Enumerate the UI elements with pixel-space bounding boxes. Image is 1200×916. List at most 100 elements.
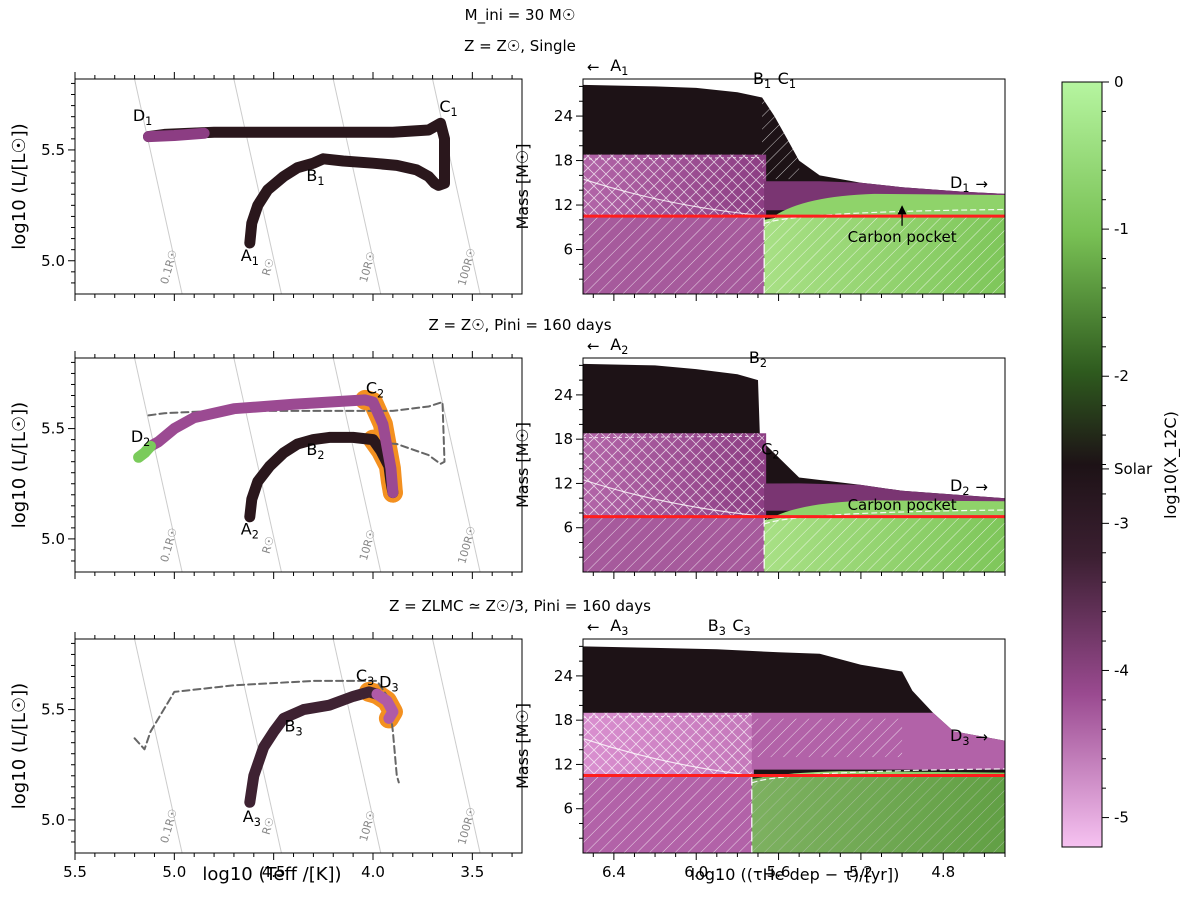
hrd-plot-area: 0.1R☉ R☉ 10R☉ 100R☉ (134, 79, 481, 294)
radius-line (332, 358, 382, 572)
y-tick-label: 6 (563, 519, 573, 537)
track-purple-end (143, 127, 210, 143)
phase-label-C: C3 (732, 616, 750, 638)
phase-label-B: B2 (749, 348, 767, 370)
core-boundary (763, 208, 1005, 225)
y-tick-label: 12 (554, 474, 573, 492)
convective-hatch (583, 433, 765, 517)
phase-label-A: A1 (241, 246, 259, 268)
phase-label-B: B3 (284, 717, 302, 739)
kippenhahn-panel-binary-solar: Carbon pocket 6 12 18 24 Mass [M☉] ← A2 B2 C2 D2 → (513, 335, 1006, 579)
colorbar-gradient (1061, 81, 1103, 848)
kippenhahn-plot-area (583, 646, 1005, 853)
phase-label-C: C2 (761, 440, 779, 462)
y-axis-label: Mass [M☉] (513, 144, 532, 230)
arrow-left-glyph: ← (587, 58, 600, 76)
carbon-pocket (774, 500, 1005, 517)
kippenhahn-plot-area (583, 84, 1005, 294)
core-hatch-late (764, 516, 1005, 572)
arrow-right-glyph: → (975, 728, 988, 746)
core-boundary (763, 509, 1005, 525)
phase-label-A: A3 (610, 616, 628, 638)
radius-label: R☉ (260, 257, 277, 277)
kippenhahn-panel-single: Carbon pocket 6 12 18 24 Mass [M☉] ← A1 B1 C1 D1 → (513, 56, 1006, 301)
core-boundary (751, 768, 1005, 784)
radius-label: 0.1R☉ (158, 526, 180, 563)
core-hatch-early (583, 775, 752, 853)
phase-label-A: A2 (610, 335, 628, 357)
title-binary-solar: Z = Z☉, Pini = 160 days (428, 316, 611, 334)
title-binary-lmc: Z = ZLMC ≃ Z☉/3, Pini = 160 days (389, 597, 651, 615)
hrd-frame (74, 357, 523, 573)
kippenhahn-panel-binary-lmc: 6.4 6.0 5.6 5.2 4.8 6 12 18 24 Mass [M☉] ← A3 B3 C3 D3… (513, 616, 1006, 881)
hrd-frame (74, 638, 523, 854)
y-tick-label: 12 (554, 196, 573, 214)
y-axis-label: log10 (L/[L☉]) (9, 683, 30, 809)
x-tick-label: 5.6 (767, 863, 791, 881)
radius-line (233, 358, 282, 572)
convective-hatch (583, 154, 765, 217)
y-tick-label: 5.0 (41, 811, 65, 829)
phase-label-B: B1 (306, 166, 324, 188)
phase-label-D: D3 (379, 673, 398, 695)
title-single: Z = Z☉, Single (464, 37, 576, 55)
colorbar-label: log10(X_12C) (1161, 411, 1181, 519)
y-axis-label: Mass [M☉] (513, 703, 532, 789)
radius-line (432, 358, 481, 572)
x-tick-label: 4.8 (931, 863, 955, 881)
kippenhahn-frame (582, 78, 1006, 295)
convective-hatch (751, 718, 903, 758)
kippenhahn-frame (582, 357, 1006, 573)
radius-line (332, 79, 382, 294)
colorbar-tick-label: -3 (1114, 514, 1129, 532)
phase-label-B: B3 (708, 616, 726, 638)
hrd-xlabel: log10 (Teff /[K]) (202, 864, 341, 885)
colorbar-tick-label: -2 (1114, 367, 1129, 385)
y-tick-label: 18 (554, 430, 573, 448)
radius-label: R☉ (260, 816, 277, 836)
y-axis-label: log10 (L/[L☉]) (9, 123, 30, 249)
y-tick-label: 24 (554, 107, 573, 125)
radius-line (432, 79, 481, 294)
x-tick-label: 5.0 (162, 863, 186, 881)
hrd-plot-area: 0.1R☉ R☉ 10R☉ 100R☉ (133, 639, 481, 853)
convective-hatch (583, 712, 752, 776)
track-track-purple (371, 688, 399, 724)
x-tick-label: 6.4 (602, 863, 626, 881)
kippenhahn-frame (582, 638, 1006, 854)
y-tick-label: 5.5 (41, 701, 65, 719)
y-tick-label: 24 (554, 386, 573, 404)
radius-label: 0.1R☉ (158, 248, 180, 285)
shell-boundary (583, 435, 760, 439)
hrd-panel-binary-lmc: 0.1R☉ R☉ 10R☉ 100R☉5.5 5.0 4.5 4.0 3.55.05.5log… (9, 632, 523, 881)
colorbar-tick-label: 0 (1114, 73, 1124, 91)
arrow-left-glyph: ← (587, 618, 600, 636)
x-tick-label: 4.0 (361, 863, 385, 881)
colorbar-tick-label: -1 (1114, 220, 1129, 238)
core-shade (751, 775, 1005, 853)
phase-label-D: D3 (950, 726, 969, 748)
radius-label: 0.1R☉ (158, 807, 180, 844)
x-tick-label: 5.2 (849, 863, 873, 881)
convective-boundary (583, 479, 755, 516)
core-hatch-early (583, 516, 765, 572)
track-track-dark (244, 686, 383, 808)
radius-line (134, 358, 183, 572)
radius-label: 100R☉ (455, 247, 478, 288)
phase-label-D: D2 (950, 476, 969, 498)
x-tick-label: 3.5 (460, 863, 484, 881)
phase-label-C: C3 (356, 666, 374, 688)
phase-label-D: D1 (133, 106, 152, 128)
convective-boundary (583, 738, 742, 775)
y-tick-label: 24 (554, 667, 573, 685)
radius-line (432, 639, 481, 853)
colorbar-solar-label: Solar (1114, 460, 1153, 478)
y-tick-label: 6 (563, 241, 573, 259)
y-tick-label: 5.5 (41, 420, 65, 438)
colorbar-tick-label: -4 (1114, 661, 1129, 679)
colorbar: 0 -1 -2 -3 -4 -5 Solar (1061, 73, 1153, 848)
radius-line (134, 639, 183, 853)
phase-label-C: C1 (439, 97, 457, 119)
